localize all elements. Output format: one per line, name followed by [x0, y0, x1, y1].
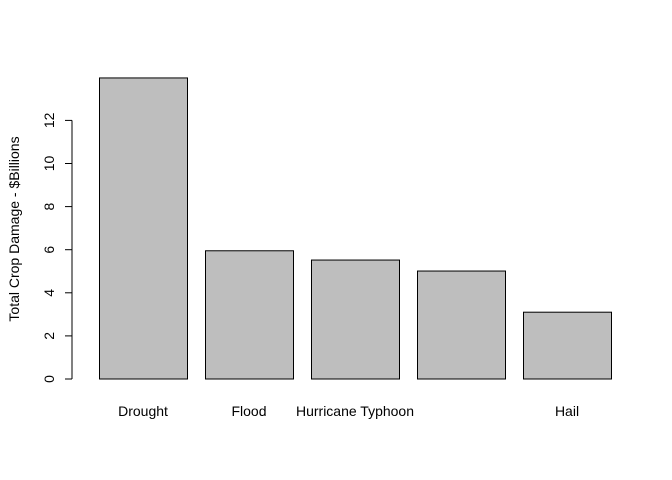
bar	[205, 250, 294, 380]
y-axis-title: Total Crop Damage - $Billions	[6, 136, 22, 321]
x-tick-label: Drought	[118, 403, 168, 419]
x-tick-label: Hail	[555, 403, 579, 419]
x-tick-label: Flood	[231, 403, 266, 419]
bar	[523, 311, 612, 380]
x-tick-labels: Drought Flood Hurricane Typhoon Hail	[118, 403, 579, 419]
y-tick-label: 4	[41, 289, 57, 297]
bar	[417, 270, 506, 380]
y-tick-label: 2	[41, 332, 57, 340]
bars-group	[99, 77, 612, 380]
bar	[99, 77, 188, 380]
y-tick-label: 8	[41, 202, 57, 210]
bar	[311, 259, 400, 380]
y-tick-label: 10	[41, 156, 57, 172]
y-tick-label: 6	[41, 246, 57, 254]
y-tick-label: 12	[41, 112, 57, 128]
x-tick-label: Hurricane Typhoon	[296, 403, 414, 419]
y-axis: 0 2 4 6 8 10 12	[41, 112, 73, 383]
y-tick-label: 0	[41, 375, 57, 383]
